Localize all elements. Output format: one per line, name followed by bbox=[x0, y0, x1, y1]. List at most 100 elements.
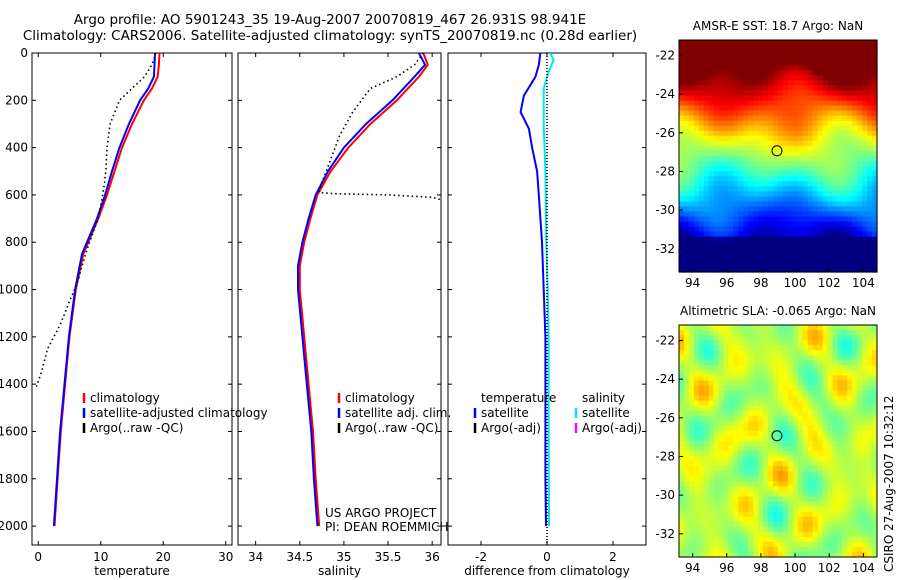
map-cell bbox=[688, 521, 695, 528]
map-cell bbox=[758, 186, 764, 192]
map-cell bbox=[822, 241, 829, 248]
map-cell bbox=[758, 75, 764, 81]
map-cell bbox=[713, 246, 720, 253]
map-cell bbox=[768, 181, 774, 187]
map-cell bbox=[688, 446, 695, 452]
map-cell bbox=[748, 446, 754, 452]
map-cell bbox=[812, 385, 819, 392]
xtick-label: 0 bbox=[34, 550, 42, 564]
map-cell bbox=[822, 45, 829, 51]
map-cell bbox=[683, 115, 690, 122]
map-cell bbox=[698, 536, 705, 543]
map-cell bbox=[807, 400, 814, 407]
map-cell bbox=[817, 370, 824, 377]
map-cell bbox=[837, 400, 843, 407]
map-cell bbox=[787, 216, 794, 223]
map-cell bbox=[867, 456, 873, 462]
map-cell bbox=[698, 251, 705, 258]
map-cell bbox=[698, 425, 705, 432]
map-cell bbox=[728, 511, 735, 518]
map-cell bbox=[688, 350, 695, 356]
map-cell bbox=[688, 390, 695, 397]
map-cell bbox=[748, 355, 754, 361]
map-cell bbox=[847, 516, 853, 523]
map-cell bbox=[698, 140, 705, 147]
map-cell bbox=[773, 45, 779, 51]
map-cell bbox=[738, 385, 744, 392]
map-cell bbox=[693, 430, 700, 437]
map-cell bbox=[723, 330, 730, 336]
map-cell bbox=[837, 176, 843, 182]
map-cell bbox=[708, 370, 715, 377]
map-cell bbox=[708, 246, 715, 253]
map-cell bbox=[852, 390, 858, 397]
map-cell bbox=[713, 330, 720, 336]
map-cell bbox=[842, 221, 848, 228]
map-cell bbox=[867, 466, 873, 472]
map-cell bbox=[713, 526, 720, 533]
map-cell bbox=[797, 385, 804, 392]
map-cell bbox=[837, 241, 843, 248]
map-cell bbox=[837, 55, 843, 61]
difference-legend: temperaturesatelliteArgo(-adj)salinitysa… bbox=[473, 391, 642, 435]
map-cell bbox=[782, 241, 789, 248]
map-cell bbox=[872, 360, 878, 366]
map-cell bbox=[753, 231, 759, 238]
map-cell bbox=[872, 261, 878, 268]
map-cell bbox=[753, 125, 759, 132]
map-cell bbox=[852, 511, 858, 518]
map-cell bbox=[872, 231, 878, 238]
map-cell bbox=[782, 105, 789, 112]
map-cell bbox=[758, 100, 764, 107]
map-cell bbox=[758, 256, 764, 263]
map-cell bbox=[693, 65, 700, 71]
map-cell bbox=[787, 350, 794, 356]
map-cell bbox=[807, 65, 814, 71]
map-cell bbox=[733, 536, 739, 543]
map-cell bbox=[748, 536, 754, 543]
map-cell bbox=[773, 435, 779, 442]
map-cell bbox=[703, 251, 710, 258]
map-cell bbox=[773, 415, 779, 422]
map-cell bbox=[842, 410, 848, 417]
map-cell bbox=[758, 226, 764, 233]
map-cell bbox=[787, 135, 794, 142]
map-cell bbox=[782, 451, 789, 457]
map-cell bbox=[787, 461, 794, 467]
map-cell bbox=[728, 491, 735, 498]
map-cell bbox=[827, 491, 834, 498]
map-cell bbox=[758, 161, 764, 167]
map-cell bbox=[857, 191, 863, 197]
map-cell bbox=[708, 365, 715, 371]
map-cell bbox=[703, 360, 710, 366]
map-cell bbox=[857, 395, 863, 402]
map-cell bbox=[817, 70, 824, 76]
map-cell bbox=[768, 196, 774, 202]
map-cell bbox=[703, 451, 710, 457]
map-cell bbox=[748, 135, 754, 142]
map-cell bbox=[782, 420, 789, 427]
map-cell bbox=[812, 360, 819, 366]
series-line-satellite-adjusted-climatology bbox=[52, 53, 157, 527]
map-cell bbox=[852, 405, 858, 412]
map-cell bbox=[718, 345, 725, 351]
map-cell bbox=[862, 246, 868, 253]
map-cell bbox=[728, 441, 735, 447]
map-cell bbox=[743, 140, 749, 147]
map-cell bbox=[842, 70, 848, 76]
map-cell bbox=[778, 521, 784, 528]
map-cell bbox=[778, 110, 784, 117]
map-cell bbox=[683, 171, 690, 177]
map-cell bbox=[857, 161, 863, 167]
map-cell bbox=[862, 330, 868, 336]
map-cell bbox=[867, 330, 873, 336]
map-cell bbox=[713, 226, 720, 233]
map-cell bbox=[679, 75, 685, 81]
map-cell bbox=[753, 451, 759, 457]
map-cell bbox=[842, 120, 848, 127]
map-cell bbox=[867, 531, 873, 538]
map-cell bbox=[708, 335, 715, 341]
map-cell bbox=[708, 451, 715, 457]
map-cell bbox=[797, 511, 804, 518]
map-cell bbox=[812, 370, 819, 377]
